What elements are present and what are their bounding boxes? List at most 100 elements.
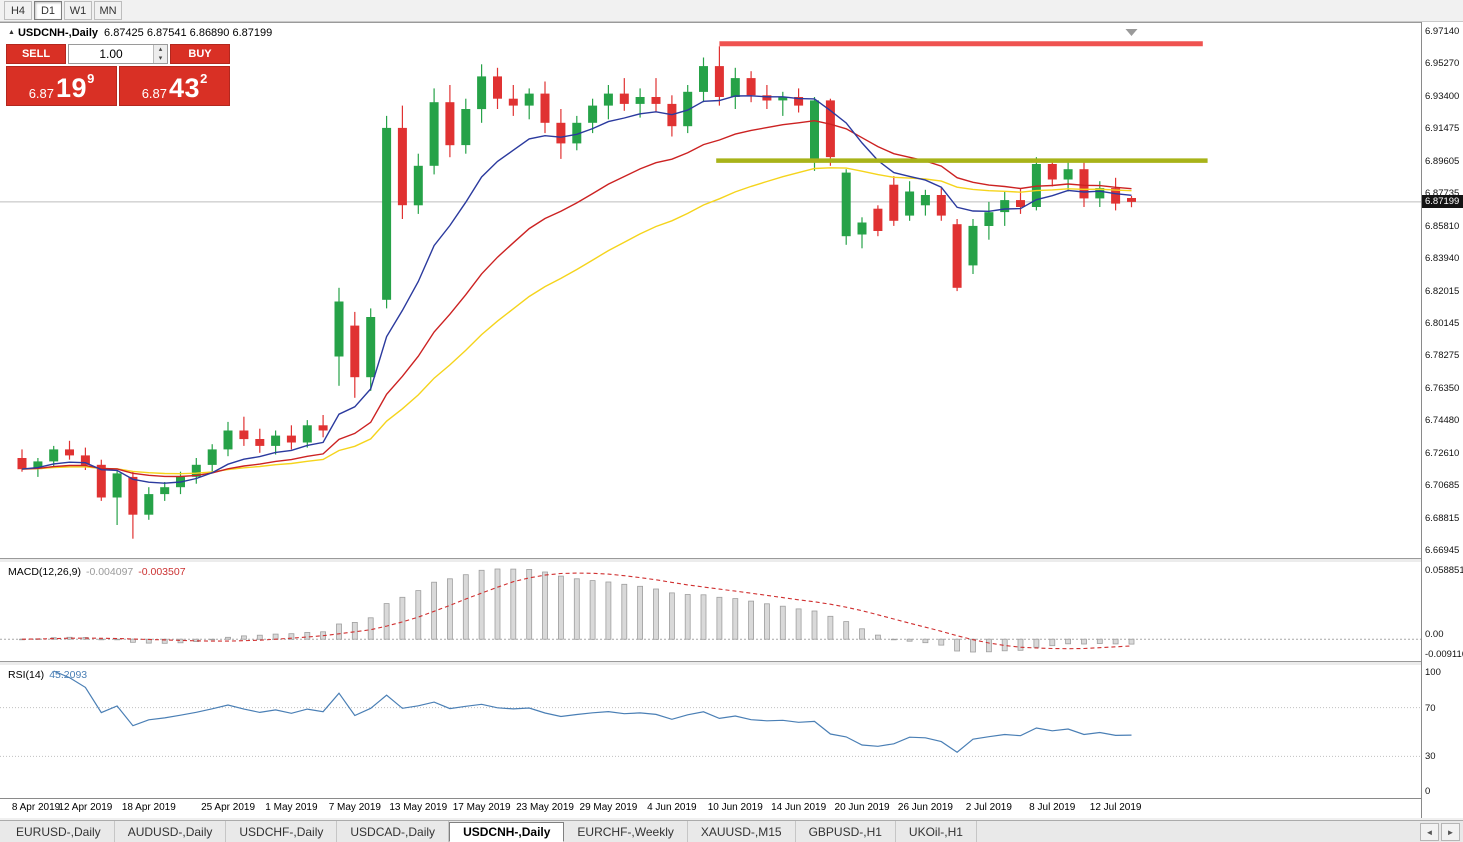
- timeframe-button-d1[interactable]: D1: [34, 1, 62, 20]
- tab-scroll-left-button[interactable]: ◄: [1420, 823, 1439, 841]
- macd-histogram-bar: [272, 633, 279, 640]
- candle: [730, 67, 740, 109]
- candle: [239, 416, 249, 446]
- volume-increase-button[interactable]: ▴: [154, 45, 167, 54]
- price-scale-label: 6.72610: [1425, 447, 1460, 459]
- date-axis-label: 20 Jun 2019: [834, 802, 890, 813]
- sell-price-handle: 6.87: [28, 86, 55, 101]
- candle: [936, 188, 946, 221]
- fast-ma-line[interactable]: [21, 95, 1132, 484]
- candle: [1047, 158, 1057, 187]
- price-scale-label: 6.95270: [1425, 58, 1460, 70]
- date-axis-label: 14 Jun 2019: [771, 802, 827, 813]
- candle: [699, 57, 708, 103]
- rsi-value: 45.2093: [49, 669, 88, 681]
- rsi-plot[interactable]: [0, 666, 1421, 797]
- date-axis-label: 18 Apr 2019: [121, 802, 176, 813]
- macd-histogram-bar: [795, 608, 802, 640]
- macd-signal-value: -0.003507: [138, 566, 186, 578]
- chart-tab-xauusd[interactable]: XAUUSD-,M15: [688, 821, 796, 842]
- candle: [873, 205, 883, 237]
- chart-title: ▲ USDCNH-,Daily 6.87425 6.87541 6.86890 6.…: [8, 27, 272, 39]
- candle: [540, 81, 550, 134]
- macd-histogram-bar: [589, 580, 596, 640]
- macd-histogram-bar: [98, 638, 105, 641]
- candle: [350, 311, 360, 398]
- rsi-line: [53, 670, 1132, 753]
- price-scale-label: 6.85810: [1425, 220, 1460, 232]
- candle: [302, 420, 312, 448]
- chart-tab-eurchf[interactable]: EURCHF-,Weekly: [564, 821, 688, 842]
- price-scale-label: 6.82015: [1425, 285, 1460, 297]
- timeframe-button-mn[interactable]: MN: [94, 1, 122, 20]
- rsi-indicator-panel[interactable]: [0, 666, 1421, 797]
- macd-histogram-bar: [684, 594, 691, 640]
- macd-histogram-bar: [494, 568, 501, 640]
- timeframe-button-w1[interactable]: W1: [64, 1, 92, 20]
- macd-histogram-bar: [462, 574, 469, 640]
- date-axis[interactable]: 8 Apr 2019 12 Apr 2019 18 Apr 2019 25 Apr 2…: [0, 798, 1421, 818]
- date-axis-label: 4 Jun 2019: [647, 802, 697, 813]
- volume-input[interactable]: 1.00: [99, 47, 123, 61]
- sell-button[interactable]: SELL: [6, 44, 66, 64]
- macd-histogram-bar: [653, 588, 659, 640]
- chart-tab-eurusd[interactable]: EURUSD-,Daily: [3, 821, 115, 842]
- buy-button[interactable]: BUY: [170, 44, 230, 64]
- macd-histogram-bar: [240, 635, 247, 640]
- macd-plot[interactable]: [0, 563, 1421, 660]
- candle: [508, 85, 518, 116]
- one-click-trading-panel: SELL 1.00 ▴ ▾ BUY 6.87 19 9 6.87 43 2: [6, 44, 230, 106]
- macd-histogram-bar: [526, 569, 533, 640]
- macd-histogram-bar: [415, 590, 422, 640]
- slow-ma-line[interactable]: [21, 167, 1132, 475]
- rsi-panel-resize-handle[interactable]: [0, 661, 1463, 666]
- price-scale-label: 6.66945: [1425, 545, 1460, 557]
- chart-tab-usdcad[interactable]: USDCAD-,Daily: [337, 821, 450, 842]
- expand-chart-icon[interactable]: ▲: [8, 29, 15, 36]
- macd-histogram-bar: [811, 610, 818, 640]
- timeframe-button-h4[interactable]: H4: [4, 1, 32, 20]
- macd-histogram-bar: [161, 638, 168, 644]
- date-axis-label: 13 May 2019: [389, 802, 448, 813]
- macd-indicator-panel[interactable]: [0, 563, 1421, 660]
- macd-histogram-bar: [1128, 638, 1135, 645]
- macd-histogram-bar: [1033, 638, 1040, 648]
- main-price-chart[interactable]: [0, 22, 1421, 558]
- tab-scroll-buttons: ◄ ►: [1420, 823, 1460, 841]
- candle: [683, 85, 693, 134]
- macd-histogram-bar: [716, 596, 723, 640]
- candle: [905, 181, 915, 221]
- rsi-scale-label: 100: [1425, 667, 1441, 678]
- candle: [112, 470, 122, 525]
- candle: [445, 85, 455, 158]
- candle: [493, 67, 502, 109]
- macd-name: MACD(12,26,9): [8, 566, 81, 578]
- sell-price-button[interactable]: 6.87 19 9: [6, 66, 117, 106]
- macd-histogram-bar: [542, 571, 548, 640]
- volume-decrease-button[interactable]: ▾: [154, 54, 167, 63]
- macd-panel-resize-handle[interactable]: [0, 558, 1463, 563]
- chart-tab-audusd[interactable]: AUDUSD-,Daily: [115, 821, 227, 842]
- price-scale-label: 6.91475: [1425, 123, 1460, 135]
- macd-histogram-bar: [843, 621, 850, 640]
- price-scale[interactable]: 6.97140 6.95270 6.93400 6.91475 6.89605 6.877…: [1421, 22, 1463, 818]
- candle: [382, 115, 392, 309]
- chart-shift-marker-icon[interactable]: [1125, 29, 1138, 36]
- chart-tab-usdchf[interactable]: USDCHF-,Daily: [226, 821, 338, 842]
- buy-price-button[interactable]: 6.87 43 2: [119, 66, 230, 106]
- candle: [207, 444, 217, 472]
- macd-histogram-bar: [669, 592, 675, 640]
- chart-tab-ukoil[interactable]: UKOil-,H1: [896, 821, 977, 842]
- chart-tab-gbpusd[interactable]: GBPUSD-,H1: [796, 821, 896, 842]
- volume-spinner[interactable]: 1.00 ▴ ▾: [68, 44, 168, 64]
- candle: [160, 482, 170, 501]
- rsi-scale-label: 70: [1425, 702, 1436, 714]
- candlestick-plot[interactable]: [0, 22, 1421, 558]
- candle: [651, 78, 661, 113]
- medium-ma-line[interactable]: [21, 119, 1132, 478]
- tab-scroll-right-button[interactable]: ►: [1441, 823, 1460, 841]
- chart-tab-usdcnh[interactable]: USDCNH-,Daily: [449, 822, 565, 842]
- current-price-tag: 6.87199: [1422, 194, 1463, 208]
- candle: [318, 415, 328, 438]
